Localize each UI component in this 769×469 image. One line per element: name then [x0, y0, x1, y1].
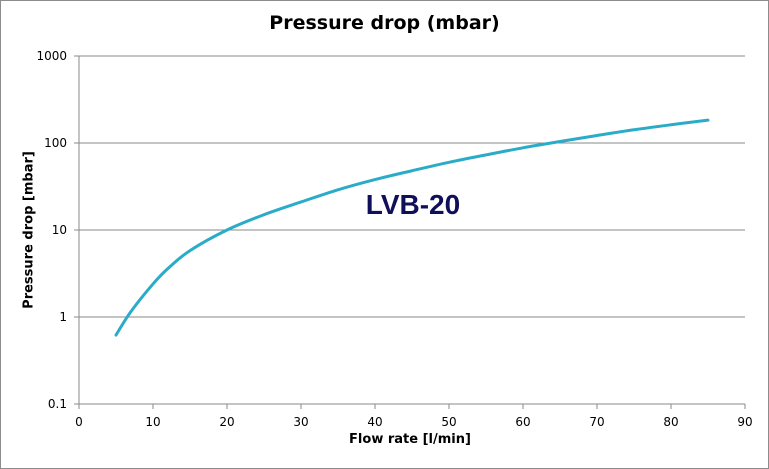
- series-group: [114, 118, 710, 337]
- x-tick-label: 20: [219, 415, 234, 429]
- x-tick-label: 60: [515, 415, 530, 429]
- x-tick-label: 0: [75, 415, 83, 429]
- x-tick-labels: 0 10 20 30 40 50 60 70 80 90: [75, 415, 752, 429]
- x-tick-label: 50: [441, 415, 456, 429]
- y-tick-label: 1000: [36, 49, 67, 63]
- series-annotation: LVB-20: [366, 189, 460, 220]
- x-tick-label: 10: [145, 415, 160, 429]
- x-axis-label: Flow rate [l/min]: [349, 432, 471, 447]
- x-tick-label: 80: [663, 415, 678, 429]
- y-tick-label: 10: [52, 223, 67, 237]
- x-tick-label: 90: [737, 415, 752, 429]
- y-tick-label: 1: [59, 310, 67, 324]
- y-tick-label: 0.1: [48, 397, 67, 411]
- x-tick-label: 40: [367, 415, 382, 429]
- grid-lines: [79, 55, 745, 318]
- y-tick-labels: 0.1 1 10 100 1000: [36, 49, 67, 411]
- axes: [74, 55, 746, 409]
- chart-title: Pressure drop (mbar): [269, 12, 500, 34]
- y-tick-label: 100: [44, 136, 67, 150]
- series-line-0: [114, 118, 710, 337]
- x-tick-label: 30: [293, 415, 308, 429]
- x-tick-label: 70: [589, 415, 604, 429]
